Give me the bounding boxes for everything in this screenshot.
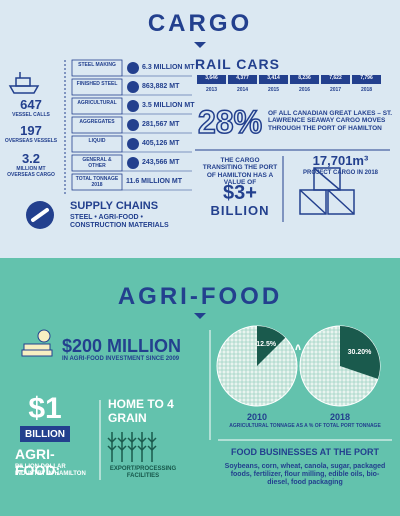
rail-box	[259, 75, 288, 84]
commodity-box	[71, 116, 123, 134]
pie-slice	[340, 326, 381, 379]
rail-box	[352, 75, 381, 84]
pie-value-label: 12.5%	[256, 341, 277, 348]
commodity-box	[71, 135, 123, 153]
stat-value: 3.2	[21, 151, 41, 166]
rail-count: 8,236	[298, 75, 311, 81]
investment-text: IN AGRI-FOOD INVESTMENT SINCE 2009	[62, 356, 180, 362]
commodity-amount: 405,126 MT	[142, 140, 180, 147]
value-unit: BILLION	[210, 203, 270, 218]
supply-title: SUPPLY CHAINS	[70, 200, 159, 212]
commodity-box	[71, 97, 123, 115]
rail-year: 2014	[236, 87, 249, 93]
rail-box	[228, 75, 257, 84]
industry-text: BILLION DOLLAR INDUSTRY IN HAMILTON	[15, 464, 86, 477]
commodity-icon	[127, 119, 139, 131]
commodity-amount: 6.3 MILLION MT	[142, 64, 195, 71]
commodity-name: GENERAL & OTHER	[82, 157, 112, 169]
commodity-icon	[127, 138, 139, 150]
seaway-text: OF ALL CANADIAN GREAT LAKES – ST. LAWREN…	[268, 110, 393, 132]
value-text: THE CARGO TRANSITING THE PORT OF HAMILTO…	[202, 157, 278, 187]
chain-icon	[31, 208, 49, 222]
pie-category: 2010	[247, 412, 267, 422]
rail-year: 2013	[205, 87, 218, 93]
industry-title: AGRI-FOOD:	[15, 446, 61, 479]
rail-count: 7,622	[329, 75, 342, 81]
rail-year: 2017	[329, 87, 342, 93]
project-text: PROJECT CARGO IN 2018	[302, 170, 379, 176]
commodity-amount: 11.6 MILLION MT	[126, 178, 183, 185]
grain-title: HOME TO 4 GRAIN	[108, 397, 174, 425]
commodity-icon	[127, 62, 139, 74]
pie-slice	[257, 326, 286, 366]
stat-label: OVERSEAS VESSELS	[4, 138, 58, 144]
businesses-text: Soybeans, corn, wheat, canola, sugar, pa…	[224, 463, 386, 487]
commodity-amount: 863,882 MT	[142, 83, 180, 90]
rail-count: 3,646	[205, 75, 218, 81]
arrow	[194, 42, 206, 48]
commodity-box	[71, 154, 123, 172]
rail-year: 2015	[267, 87, 280, 93]
rail-year: 2016	[298, 87, 311, 93]
industry-unit: BILLION	[25, 429, 65, 440]
commodity-name: FINISHED STEEL	[76, 81, 118, 87]
project-amount: 17,701m³	[312, 153, 369, 168]
pie-legend: AGRICULTURAL TONNAGE AS A % OF TOTAL POR…	[229, 423, 381, 429]
commodity-box	[71, 173, 123, 191]
arrow	[194, 313, 206, 319]
rail-box	[197, 75, 226, 84]
pie-arrow	[295, 344, 301, 351]
wheat-icon	[107, 432, 157, 462]
commodity-amount: 3.5 MILLION MT	[142, 102, 195, 109]
rail-year: 2018	[360, 87, 373, 93]
commodity-icon	[127, 157, 139, 169]
rail-count: 3,414	[267, 75, 280, 81]
commodity-icon	[127, 81, 139, 93]
rail-box	[290, 75, 319, 84]
businesses-title: FOOD BUSINESSES AT THE PORT	[230, 447, 379, 457]
crates-icon	[299, 167, 355, 215]
billion-box	[20, 426, 70, 442]
value-amount: $3+	[223, 182, 257, 204]
commodity-name: AGGREGATES	[79, 119, 115, 125]
commodity-amount: 243,566 MT	[142, 159, 180, 166]
section-title: AGRI-FOOD	[117, 283, 283, 310]
ship-icon	[8, 72, 40, 94]
stat-label: VESSEL CALLS	[12, 112, 50, 118]
section-title: CARGO	[147, 10, 253, 37]
commodity-name: STEEL MAKING	[78, 62, 116, 68]
rail-box	[321, 75, 350, 84]
stat-label: MILLION MT OVERSEAS CARGO	[7, 166, 55, 178]
investment-amount: $200 MILLION	[62, 336, 182, 356]
pie-category: 2018	[330, 412, 350, 422]
rail-title: RAIL CARS	[195, 56, 280, 72]
seaway-percent: 28%	[197, 103, 263, 140]
pie-value-label: 30.20%	[348, 349, 373, 356]
rail-count: 7,796	[360, 75, 373, 81]
industry-amount: $1	[28, 392, 62, 425]
stat-value: 647	[20, 97, 42, 112]
commodity-name: TOTAL TONNAGE 2018	[75, 176, 119, 188]
money-icon	[21, 329, 53, 357]
commodity-name: LIQUID	[88, 138, 106, 144]
grain-text: EXPORT/PROCESSING FACILITIES	[109, 466, 177, 479]
commodity-box	[71, 78, 123, 96]
commodity-name: AGRICULTURAL	[77, 100, 117, 106]
commodity-icon	[127, 100, 139, 112]
commodity-box	[71, 59, 123, 77]
supply-text: STEEL • AGRI-FOOD • CONSTRUCTION MATERIA…	[70, 214, 169, 230]
commodity-amount: 281,567 MT	[142, 121, 180, 128]
rail-count: 4,377	[236, 75, 249, 81]
stat-value: 197	[20, 123, 42, 138]
